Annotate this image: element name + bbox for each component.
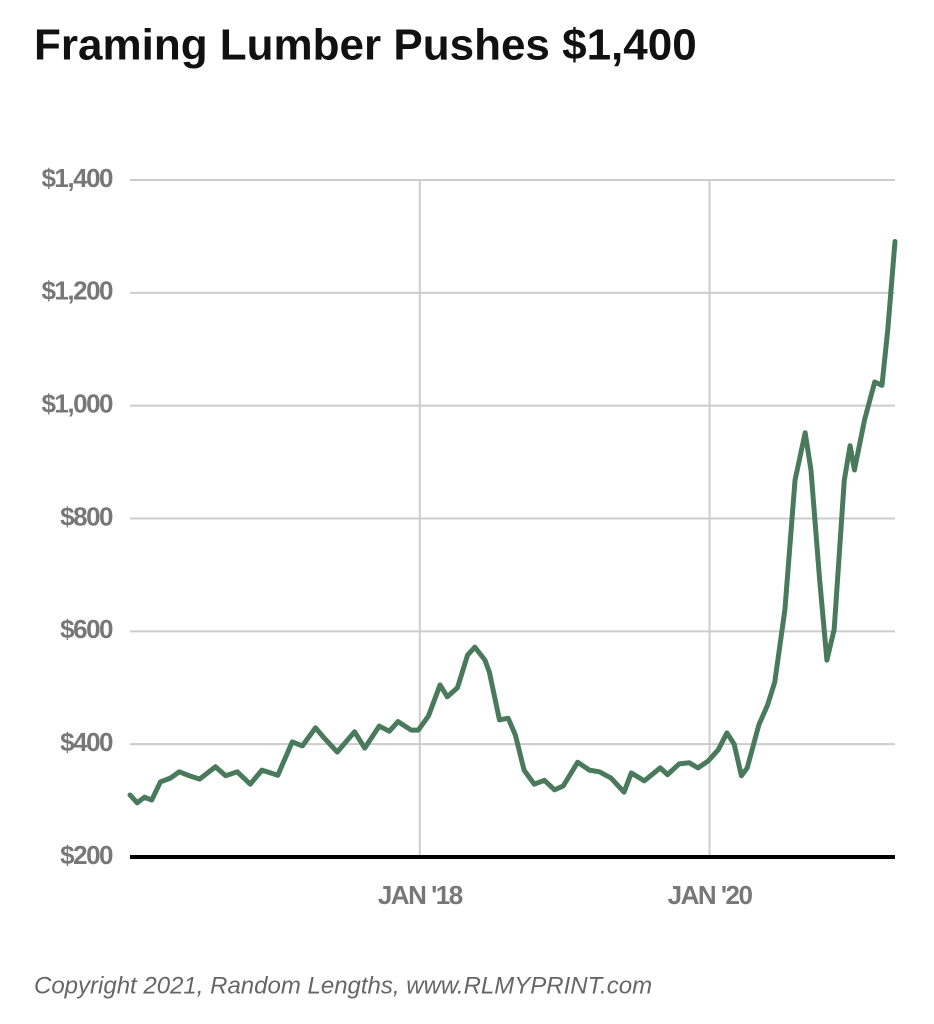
y-tick-label: $1,000: [41, 389, 113, 419]
line: [127, 238, 898, 806]
y-tick-label: $1,400: [41, 163, 113, 193]
x-tick-label: JAN '18: [378, 880, 463, 910]
x-tick-label: JAN '20: [668, 880, 753, 910]
source-note: Copyright 2021, Random Lengths, www.RLMY…: [34, 972, 652, 999]
chart-title: Framing Lumber Pushes $1,400: [34, 21, 697, 70]
y-tick-label: $600: [60, 614, 113, 644]
y-tick-label: $1,200: [41, 276, 113, 306]
y-tick-label: $400: [60, 727, 113, 757]
y-tick-label: $800: [60, 501, 113, 531]
y-tick-label: $200: [60, 840, 113, 870]
